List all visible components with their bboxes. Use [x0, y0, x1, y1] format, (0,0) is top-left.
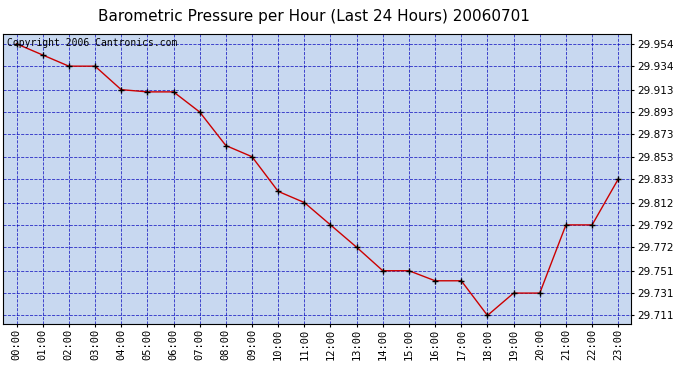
Text: Barometric Pressure per Hour (Last 24 Hours) 20060701: Barometric Pressure per Hour (Last 24 Ho… [98, 9, 530, 24]
Text: Copyright 2006 Cantronics.com: Copyright 2006 Cantronics.com [7, 38, 177, 48]
